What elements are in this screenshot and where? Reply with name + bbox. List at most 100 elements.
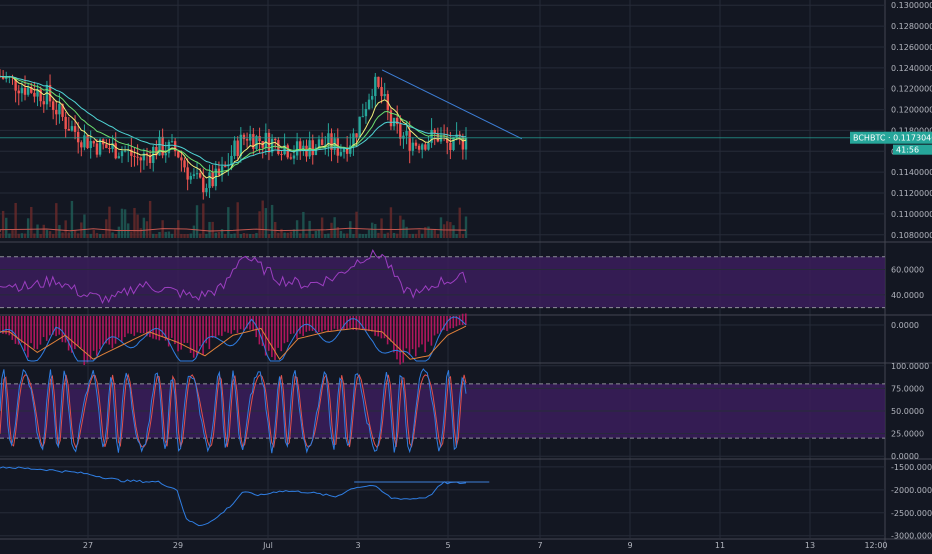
macd-histogram-bar [117,316,120,338]
volume-bar [239,233,243,238]
macd-histogram-bar [208,316,211,350]
volume-bar [339,230,343,238]
macd-histogram-bar [465,313,467,325]
candle-body [333,138,336,150]
candle-body [195,173,199,175]
macd-histogram-bar [17,316,20,345]
macd-histogram-bar [89,316,92,360]
volume-bar [183,233,186,238]
candle-body [355,133,358,138]
volume-bar [299,233,302,238]
macd-histogram-bar [167,316,170,347]
volume-bar [205,233,208,238]
candle-body [180,157,183,161]
volume-bar [133,207,136,238]
volume-bar [427,226,430,238]
volume-bar [148,200,152,238]
macd-histogram-bar [402,316,405,363]
candle-body [370,96,374,100]
volume-bar [314,230,318,238]
macd-histogram-bar [77,316,79,346]
macd-histogram-bar [271,316,273,358]
volume-bar [255,233,258,238]
candle-body [239,134,243,157]
volume-bar [214,232,217,238]
volume-bar [405,226,408,238]
volume-bar [158,231,161,238]
candle-body [67,129,71,131]
macd-histogram-bar [346,316,348,330]
candle-body [405,130,408,136]
volume-bar [342,233,346,238]
volume-bar [345,233,349,238]
candle-body [177,151,180,158]
volume-bar [111,232,114,238]
volume-bar [433,228,436,238]
volume-bar [92,230,96,238]
obv-tick-label-1: -2000.0000 [891,486,932,495]
stoch-tick-label-1: 75.0000 [891,384,924,393]
candle-body [377,76,380,87]
volume-bar [48,231,52,238]
candle-body [155,146,158,156]
candle-body [51,101,55,110]
macd-histogram-bar [424,316,426,353]
macd-histogram-bar [311,316,314,331]
macd-histogram-bar [252,316,254,331]
candle-body [189,176,192,180]
candle-body [411,142,415,151]
macd-histogram-bar [124,316,126,338]
candle-body [223,166,227,168]
macd-histogram-bar [102,316,104,345]
macd-histogram-bar [127,316,129,334]
macd-histogram-bar [286,316,289,343]
volume-bar [164,231,167,238]
candle-body [83,135,86,148]
macd-histogram-bar [161,316,164,338]
volume-bar [311,233,314,238]
candle-body [152,146,155,164]
candle-body [317,139,321,148]
candle-body [130,149,133,156]
candle-body [342,148,346,153]
volume-bar [117,226,121,238]
volume-bar [436,233,440,238]
macd-histogram-bar [343,316,345,330]
macd-histogram-bar [393,316,395,353]
volume-bar [364,233,368,238]
volume-bar [270,204,274,238]
volume-bar [280,228,283,238]
volume-bar [421,233,424,238]
time-tick-label-4: 5 [445,541,450,550]
macd-histogram-bar [24,316,26,351]
volume-bar [17,233,20,238]
macd-histogram-bar [305,316,308,332]
volume-bar [20,233,24,238]
macd-histogram-bar [439,316,442,332]
macd-histogram-bar [61,316,64,343]
candle-body [164,153,167,156]
candle-body [245,139,249,141]
candle-body [336,138,339,156]
volume-bar [5,217,8,238]
candle-body [345,148,349,154]
macd-histogram-bar [114,316,117,344]
macd-histogram-bar [92,316,95,351]
volume-bar [399,215,402,238]
candle-body [214,168,217,187]
time-tick-label-5: 7 [537,541,542,550]
candle-body [383,94,386,97]
macd-histogram-bar [177,316,179,352]
macd-histogram-bar [74,316,76,350]
volume-bar [152,233,155,238]
macd-histogram-bar [289,316,292,335]
macd-histogram-bar [355,316,358,331]
macd-histogram-bar [105,316,107,344]
candle-body [205,188,208,193]
candle-body [158,136,161,156]
macd-histogram-bar [86,316,89,363]
volume-bar [102,233,105,238]
